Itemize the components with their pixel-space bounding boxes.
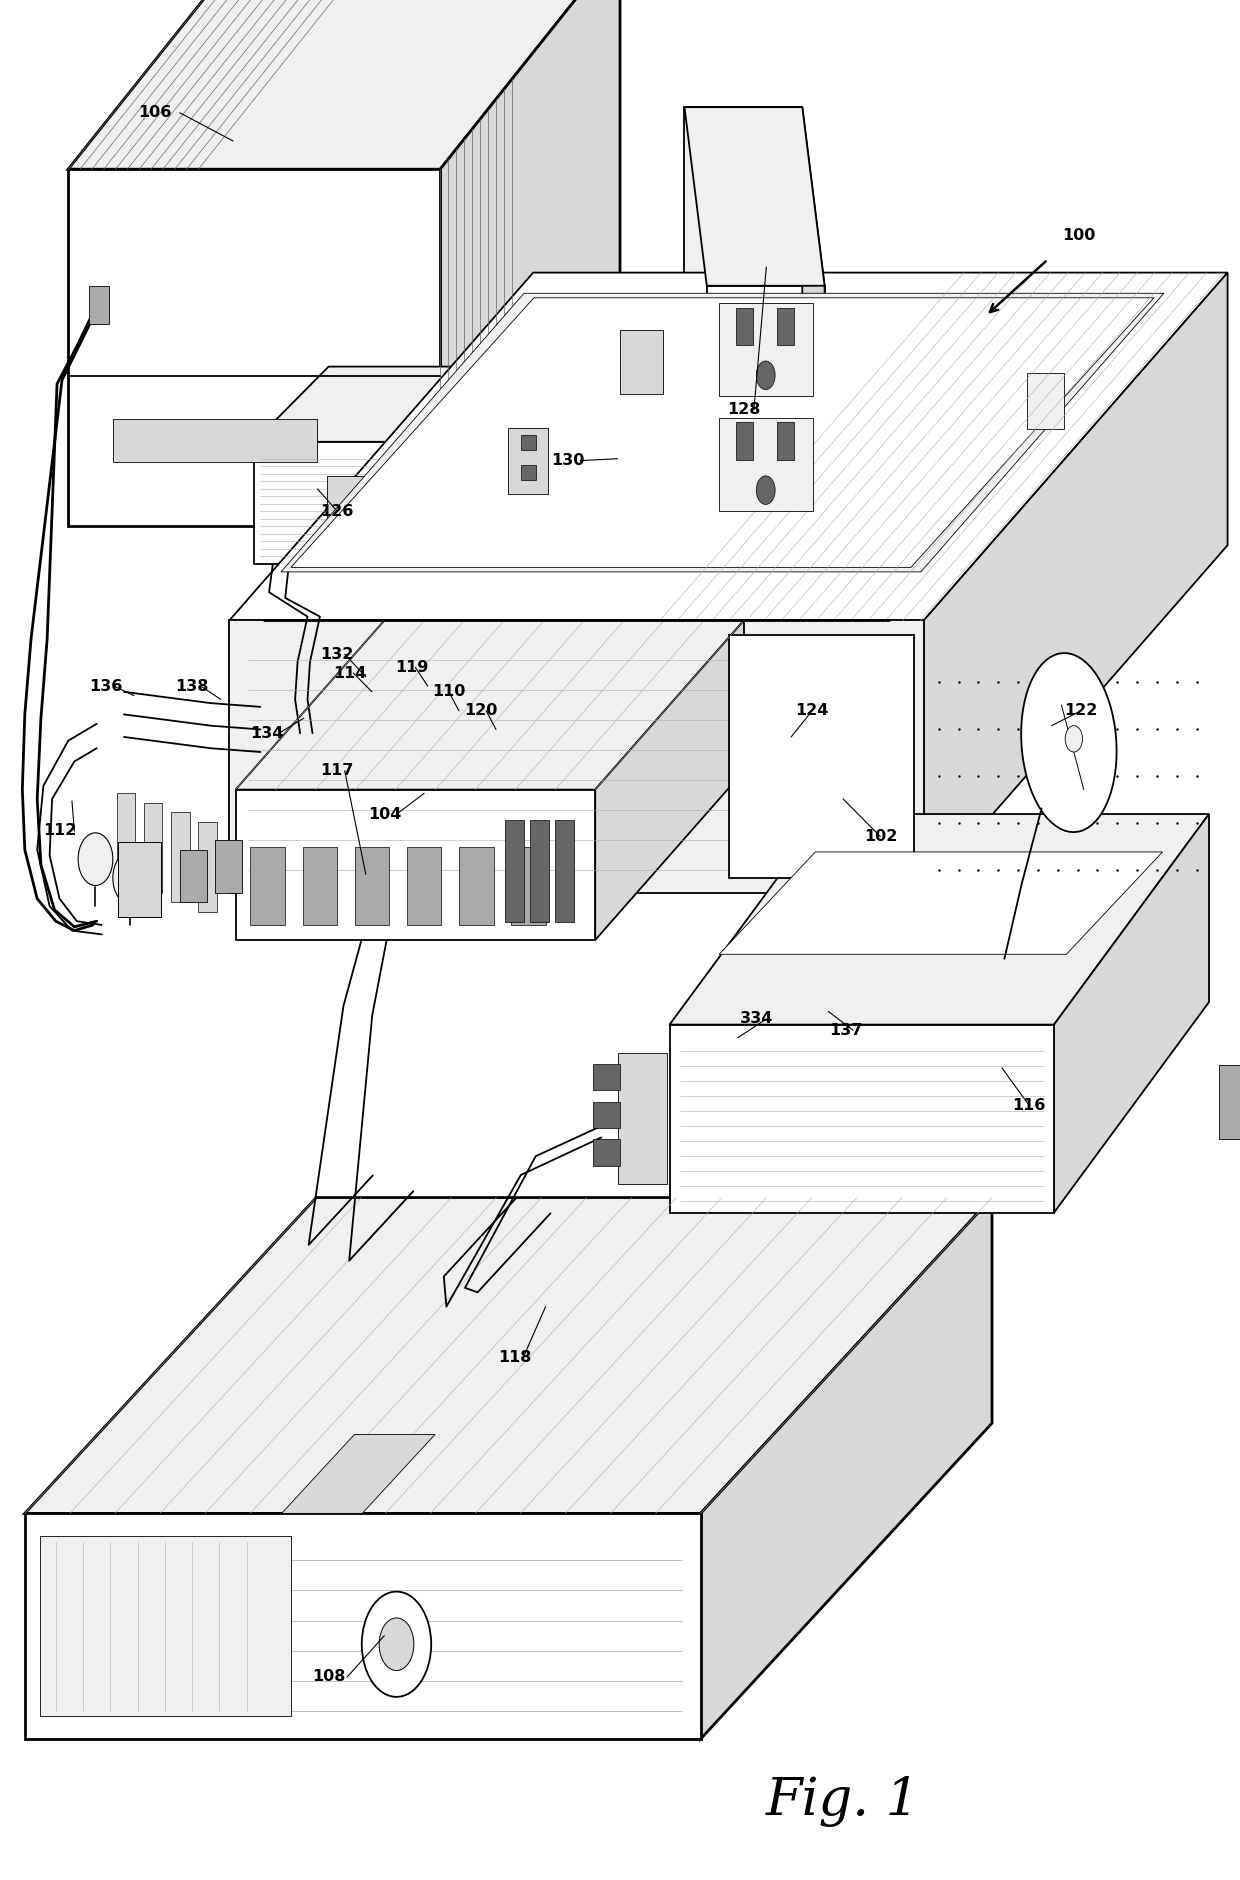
- Text: 334: 334: [740, 1011, 773, 1026]
- Polygon shape: [718, 417, 813, 511]
- Polygon shape: [595, 620, 744, 940]
- Polygon shape: [1054, 814, 1209, 1213]
- Polygon shape: [254, 367, 502, 442]
- Polygon shape: [25, 1198, 992, 1513]
- Polygon shape: [113, 419, 317, 462]
- Polygon shape: [777, 423, 794, 459]
- Polygon shape: [556, 820, 573, 921]
- Text: 108: 108: [312, 1669, 345, 1684]
- Circle shape: [78, 833, 113, 885]
- Polygon shape: [1027, 372, 1064, 429]
- Polygon shape: [684, 107, 802, 352]
- Text: 104: 104: [368, 807, 401, 822]
- Text: 122: 122: [1065, 703, 1097, 718]
- Text: 138: 138: [176, 679, 208, 694]
- Polygon shape: [281, 1434, 435, 1513]
- Text: Fig. 1: Fig. 1: [766, 1775, 920, 1827]
- Polygon shape: [327, 476, 379, 534]
- Polygon shape: [521, 436, 536, 451]
- Circle shape: [756, 361, 775, 389]
- Polygon shape: [719, 852, 1163, 955]
- Polygon shape: [440, 0, 620, 526]
- Text: 120: 120: [465, 703, 497, 718]
- Polygon shape: [407, 846, 441, 925]
- Polygon shape: [144, 803, 162, 893]
- Text: 117: 117: [321, 763, 353, 778]
- Polygon shape: [620, 331, 663, 395]
- Polygon shape: [707, 286, 825, 530]
- Polygon shape: [593, 1139, 620, 1166]
- Polygon shape: [684, 107, 825, 286]
- Polygon shape: [924, 273, 1228, 893]
- Polygon shape: [670, 1025, 1054, 1213]
- Polygon shape: [68, 0, 620, 169]
- Polygon shape: [718, 303, 813, 397]
- Polygon shape: [180, 850, 207, 902]
- Polygon shape: [459, 846, 494, 925]
- Polygon shape: [428, 367, 502, 564]
- Polygon shape: [670, 814, 1209, 1025]
- Polygon shape: [735, 423, 753, 459]
- Polygon shape: [254, 442, 428, 564]
- Circle shape: [113, 852, 148, 904]
- Polygon shape: [89, 286, 109, 323]
- Circle shape: [379, 1619, 414, 1671]
- Polygon shape: [802, 107, 825, 530]
- Polygon shape: [303, 846, 337, 925]
- Text: 132: 132: [321, 647, 353, 662]
- Polygon shape: [25, 1513, 701, 1739]
- Polygon shape: [618, 1053, 667, 1184]
- Polygon shape: [593, 1064, 620, 1090]
- Text: 112: 112: [43, 823, 76, 838]
- Polygon shape: [531, 820, 549, 921]
- Text: 134: 134: [250, 726, 283, 741]
- Text: 106: 106: [139, 105, 171, 120]
- Polygon shape: [117, 793, 135, 884]
- Polygon shape: [281, 293, 1164, 572]
- Text: 128: 128: [728, 402, 760, 417]
- Polygon shape: [593, 1102, 620, 1128]
- Polygon shape: [1219, 1066, 1240, 1139]
- Polygon shape: [355, 846, 389, 925]
- Circle shape: [1065, 726, 1083, 752]
- Polygon shape: [777, 308, 794, 344]
- Text: 102: 102: [864, 829, 897, 844]
- Polygon shape: [506, 820, 523, 921]
- Polygon shape: [198, 822, 217, 912]
- Circle shape: [756, 476, 775, 504]
- Polygon shape: [118, 842, 161, 917]
- Polygon shape: [215, 840, 242, 893]
- Polygon shape: [68, 169, 440, 526]
- Text: 136: 136: [89, 679, 122, 694]
- Polygon shape: [701, 1198, 992, 1739]
- Polygon shape: [236, 620, 744, 790]
- Text: 118: 118: [498, 1350, 531, 1365]
- Text: 116: 116: [1013, 1098, 1045, 1113]
- Polygon shape: [229, 273, 1228, 620]
- Polygon shape: [250, 846, 285, 925]
- Text: 137: 137: [830, 1023, 862, 1038]
- Polygon shape: [229, 620, 924, 893]
- Circle shape: [362, 1592, 432, 1698]
- Polygon shape: [511, 846, 546, 925]
- Text: 124: 124: [796, 703, 828, 718]
- Text: 100: 100: [1063, 227, 1095, 243]
- Polygon shape: [171, 812, 190, 902]
- Text: 114: 114: [334, 666, 366, 681]
- Polygon shape: [508, 429, 548, 494]
- Polygon shape: [521, 466, 536, 481]
- Text: 126: 126: [321, 504, 353, 519]
- Polygon shape: [735, 308, 753, 344]
- Ellipse shape: [1022, 652, 1116, 833]
- Polygon shape: [291, 297, 1154, 568]
- Polygon shape: [729, 635, 914, 878]
- Text: 119: 119: [396, 660, 428, 675]
- Polygon shape: [236, 790, 595, 940]
- Polygon shape: [40, 1536, 291, 1716]
- Text: 130: 130: [552, 453, 584, 468]
- Text: 110: 110: [433, 684, 465, 699]
